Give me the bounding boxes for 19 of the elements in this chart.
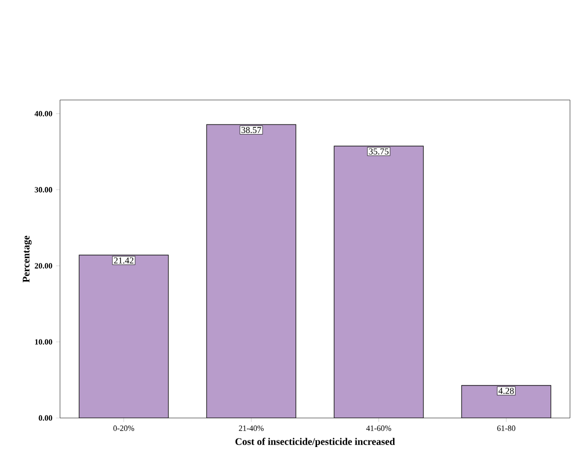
bar — [461, 385, 552, 418]
data-label: 38.57 — [242, 126, 262, 134]
x-tick-label: 41-60% — [366, 426, 392, 431]
bar — [206, 124, 296, 418]
bar — [78, 254, 169, 418]
data-label: 21.42 — [114, 257, 134, 264]
y-tick-label: 40.00 — [34, 110, 52, 116]
y-tick-label: 20.00 — [34, 263, 52, 269]
y-tick-label: 10.00 — [35, 339, 52, 345]
x-tick-label: 21-40% — [238, 426, 264, 431]
y-tick-label: 30.00 — [34, 187, 52, 192]
y-tick-label: 0.00 — [38, 415, 52, 421]
x-axis-title: Cost of insecticide/pesticide increased — [235, 438, 395, 447]
y-axis-title: Percentage — [22, 236, 32, 282]
data-label: 35.75 — [369, 148, 389, 154]
x-tick-label: 61-80 — [497, 426, 516, 431]
bar — [334, 146, 424, 418]
data-label: 4.28 — [498, 388, 514, 394]
x-tick-label: 0-20% — [113, 426, 134, 431]
